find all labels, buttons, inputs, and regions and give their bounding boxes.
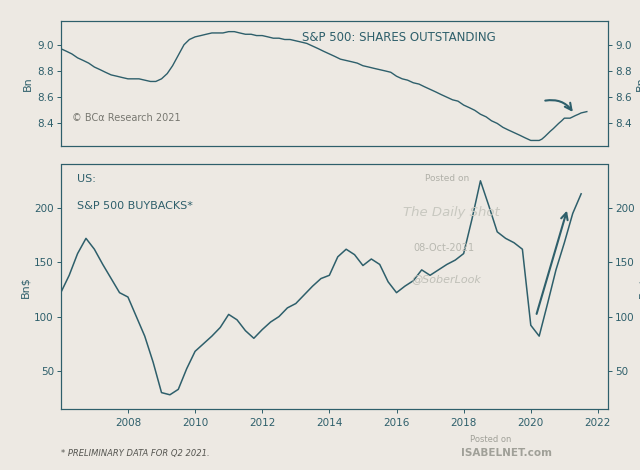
Text: ISABELNET.com: ISABELNET.com — [461, 448, 552, 458]
Text: The Daily Shot: The Daily Shot — [403, 206, 500, 219]
Text: © BCα Research 2021: © BCα Research 2021 — [72, 113, 180, 123]
Y-axis label: Bn$: Bn$ — [639, 276, 640, 298]
Text: S&P 500 BUYBACKS*: S&P 500 BUYBACKS* — [77, 201, 193, 211]
Text: Posted on: Posted on — [425, 174, 469, 183]
Y-axis label: Bn: Bn — [23, 76, 33, 91]
Text: @SoberLook: @SoberLook — [411, 274, 481, 284]
Text: 08-Oct-2021: 08-Oct-2021 — [413, 243, 475, 253]
Text: Posted on: Posted on — [470, 435, 512, 444]
Y-axis label: Bn$: Bn$ — [20, 276, 30, 298]
Text: * PRELIMINARY DATA FOR Q2 2021.: * PRELIMINARY DATA FOR Q2 2021. — [61, 449, 209, 458]
Text: US:: US: — [77, 174, 96, 184]
Text: S&P 500: SHARES OUTSTANDING: S&P 500: SHARES OUTSTANDING — [301, 31, 495, 44]
Y-axis label: Bn: Bn — [636, 76, 640, 91]
